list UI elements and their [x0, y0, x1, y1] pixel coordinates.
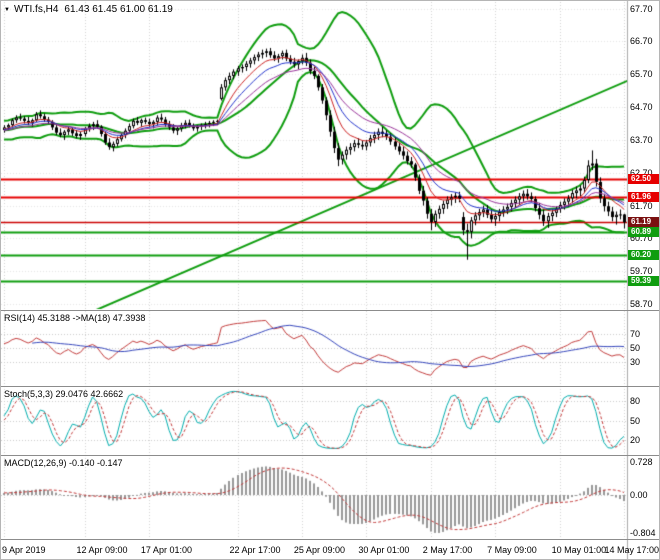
current-price-price-tag: 61.19 [628, 217, 659, 227]
time-axis-label: 30 Apr 01:00 [358, 545, 410, 555]
panel-separator-macd[interactable] [1, 455, 659, 456]
time-axis-label: 10 May 01:00 [551, 545, 607, 555]
chart-title: ▼ WTI.fs,H4 61.43 61.45 61.00 61.19 [4, 4, 173, 15]
title-symbol-period: WTI.fs,H4 [13, 4, 59, 15]
indicator-axis-label: 50 [630, 416, 641, 426]
time-axis-label: 12 Apr 09:00 [76, 545, 128, 555]
price-axis-label: 58.70 [630, 299, 653, 309]
indicator-axis-label: -0.804 [630, 528, 656, 538]
time-axis-label: 2 May 17:00 [422, 545, 473, 555]
indicator-axis-label: 0.728 [630, 457, 653, 467]
rsi-indicator-label: RSI(14) 45.3188 ->MA(18) 47.3938 [4, 313, 146, 323]
price-axis-label: 67.70 [630, 4, 653, 14]
price-axis-label: 65.70 [630, 69, 653, 79]
indicator-axis-label: 20 [630, 435, 641, 445]
time-axis-label: 7 May 09:00 [487, 545, 537, 555]
support-price-tag: 60.20 [628, 250, 659, 260]
time-axis-label: 9 Apr 2019 [2, 545, 46, 555]
support-price-tag: 60.89 [628, 227, 659, 237]
resistance-price-tag: 62.50 [628, 174, 659, 184]
time-axis-label: 25 Apr 09:00 [293, 545, 345, 555]
resistance-price-tag: 61.96 [628, 192, 659, 202]
price-axis-label: 64.70 [630, 102, 653, 112]
macd-indicator-label: MACD(12,26,9) -0.140 -0.147 [4, 458, 123, 468]
support-price-tag: 59.39 [628, 276, 659, 286]
panel-separator-rsi[interactable] [1, 310, 659, 311]
panel-separator-stoch[interactable] [1, 386, 659, 387]
price-axis-label: 63.70 [630, 135, 653, 145]
stochastic-indicator-label: Stoch(5,3,3) 29.0476 42.6662 [4, 389, 124, 399]
indicator-axis-label: 30 [630, 357, 641, 367]
indicator-axis-label: 50 [630, 343, 641, 353]
title-ohlc-values: 61.43 61.45 61.00 61.19 [64, 4, 173, 15]
indicator-axis-label: 80 [630, 396, 641, 406]
price-axis-label: 61.70 [630, 201, 653, 211]
time-axis-label: 22 Apr 17:00 [229, 545, 281, 555]
price-axis-label: 66.70 [630, 36, 653, 46]
indicator-axis-label: 0.00 [630, 490, 648, 500]
price-axis-label: 60.70 [630, 233, 653, 243]
price-axis-label: 62.70 [630, 168, 653, 178]
time-axis-label: 17 Apr 01:00 [140, 545, 192, 555]
time-axis-separator [1, 539, 659, 540]
symbol-marker-icon: ▼ [4, 7, 10, 13]
time-axis-label: 14 May 17:00 [604, 545, 659, 555]
indicator-axis-label: 70 [630, 329, 641, 339]
price-axis-label: 59.70 [630, 266, 653, 276]
